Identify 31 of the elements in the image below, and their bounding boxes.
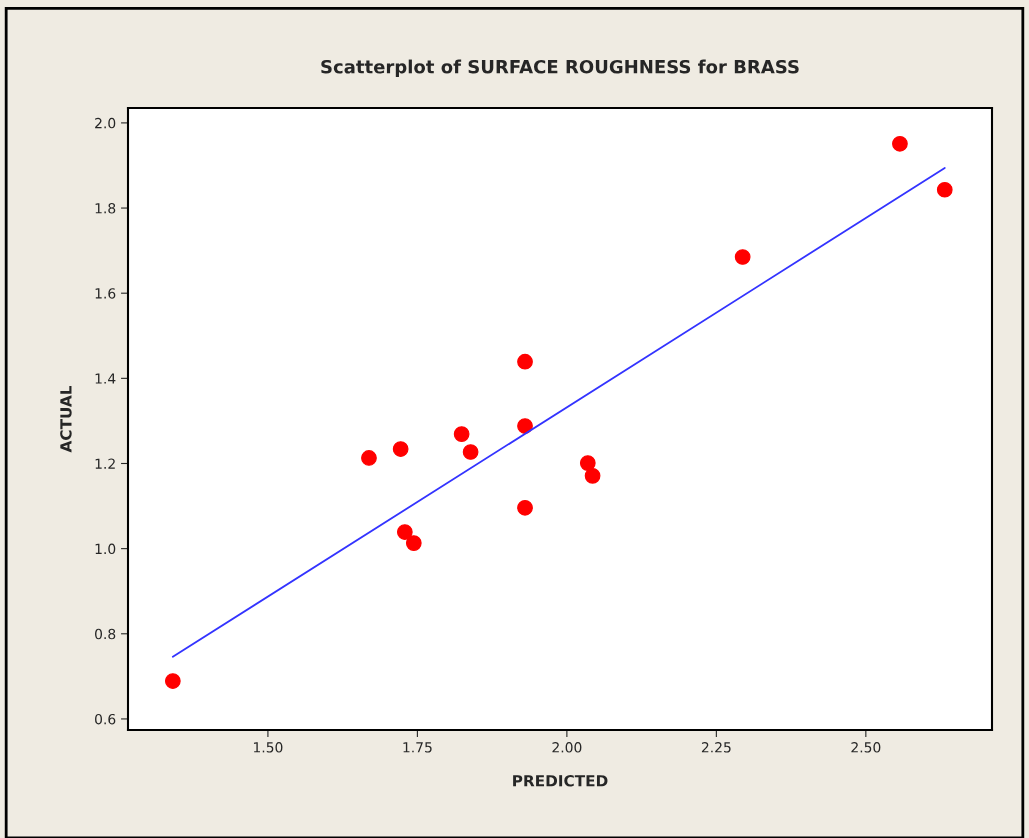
y-tick-label: 1.6 — [95, 288, 116, 299]
y-tick-label: 1.8 — [95, 203, 116, 214]
x-tick-label: 2.00 — [552, 742, 582, 753]
point — [936, 181, 953, 198]
y-tick-label: 1.0 — [95, 543, 116, 555]
point — [392, 441, 409, 457]
point — [405, 535, 422, 551]
x-axis-title: PREDICTED — [513, 774, 608, 787]
x-tick-label: 2.25 — [701, 742, 731, 753]
y-tick-label: 0.6 — [95, 713, 116, 725]
point — [462, 444, 479, 460]
x-tick-label: 1.75 — [403, 742, 432, 753]
point — [517, 499, 533, 516]
point — [892, 135, 908, 152]
point — [579, 455, 596, 471]
point — [517, 353, 533, 370]
point — [361, 450, 377, 466]
point — [517, 418, 533, 434]
y-tick-label: 0.8 — [95, 628, 116, 640]
y-tick-label: 1.2 — [95, 458, 115, 469]
x-tick-label: 2.50 — [851, 742, 881, 753]
point — [453, 426, 470, 442]
y-tick-label: 2.0 — [95, 117, 116, 129]
point — [164, 673, 181, 689]
x-tick-label: 1.50 — [253, 742, 283, 753]
point — [734, 249, 751, 265]
y-tick-label: 1.4 — [95, 373, 116, 384]
chart-title: Scatterplot of SURFACE ROUGHNESS for BRASS — [321, 59, 799, 78]
point — [584, 467, 601, 484]
y-axis-title: ACTUAL — [60, 385, 72, 453]
point — [396, 524, 413, 540]
